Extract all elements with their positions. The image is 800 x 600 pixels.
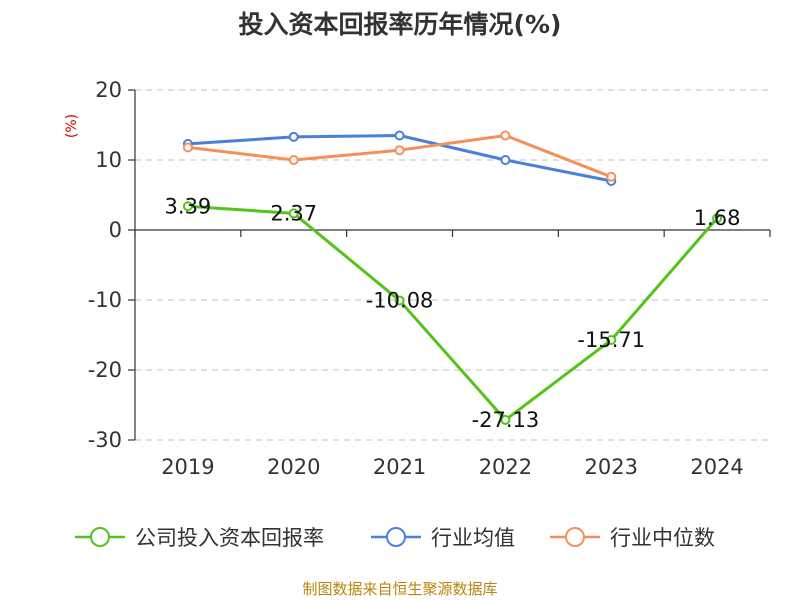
series-line [187,204,719,422]
legend-marker [386,527,406,547]
legend-label: 公司投入资本回报率 [135,526,324,550]
legend-marker [565,527,585,547]
data-point [606,171,617,182]
data-point [288,155,299,165]
x-tick-label: 2022 [479,455,532,479]
data-labels: 3.39 2.37 -10.08 -27.13 -15.71 1.68 [165,194,741,432]
y-axis-unit: (%) [64,114,80,138]
data-point [288,131,299,142]
axes: 20 10 0 -10 -20 -30 2019 2020 2021 2022 2023 2024 [88,78,771,479]
x-tick-label: 2024 [690,455,743,479]
data-label: -15.71 [577,328,645,352]
data-point [500,155,511,165]
data-label: 1.68 [694,206,741,230]
y-tick-label: -30 [88,428,122,452]
data-point [394,145,405,156]
series-layer [182,130,723,425]
y-tick-label: 10 [95,148,122,172]
data-label: -10.08 [366,289,434,313]
source-note: 制图数据来自恒生聚源数据库 [302,580,497,598]
x-tick-label: 2019 [161,455,214,479]
y-tick-label: -10 [88,288,122,312]
data-point [288,208,299,219]
data-point [394,130,405,141]
legend: 公司投入资本回报率 行业均值 行业中位数 [75,526,715,550]
data-point [606,334,617,345]
legend-label: 行业中位数 [610,526,715,550]
series-line [187,134,612,179]
series-line [187,134,612,183]
data-point [712,213,723,224]
x-tick-label: 2021 [373,455,426,479]
grid-lines [135,89,770,441]
chart-title: 投入资本回报率历年情况(%) [239,10,562,39]
data-point [500,414,511,425]
data-point [182,201,193,212]
data-point [394,295,405,306]
data-label: -27.13 [472,408,540,432]
legend-marker [90,527,110,547]
data-point [182,142,193,153]
x-tick-label: 2023 [585,455,638,479]
y-tick-label: 20 [95,78,122,102]
legend-label: 行业均值 [431,526,515,550]
data-label: 2.37 [270,201,317,225]
data-point [500,130,511,141]
y-tick-label: 0 [109,218,122,242]
x-tick-label: 2020 [267,455,320,479]
y-tick-label: -20 [88,358,122,382]
data-label: 3.39 [165,194,212,218]
